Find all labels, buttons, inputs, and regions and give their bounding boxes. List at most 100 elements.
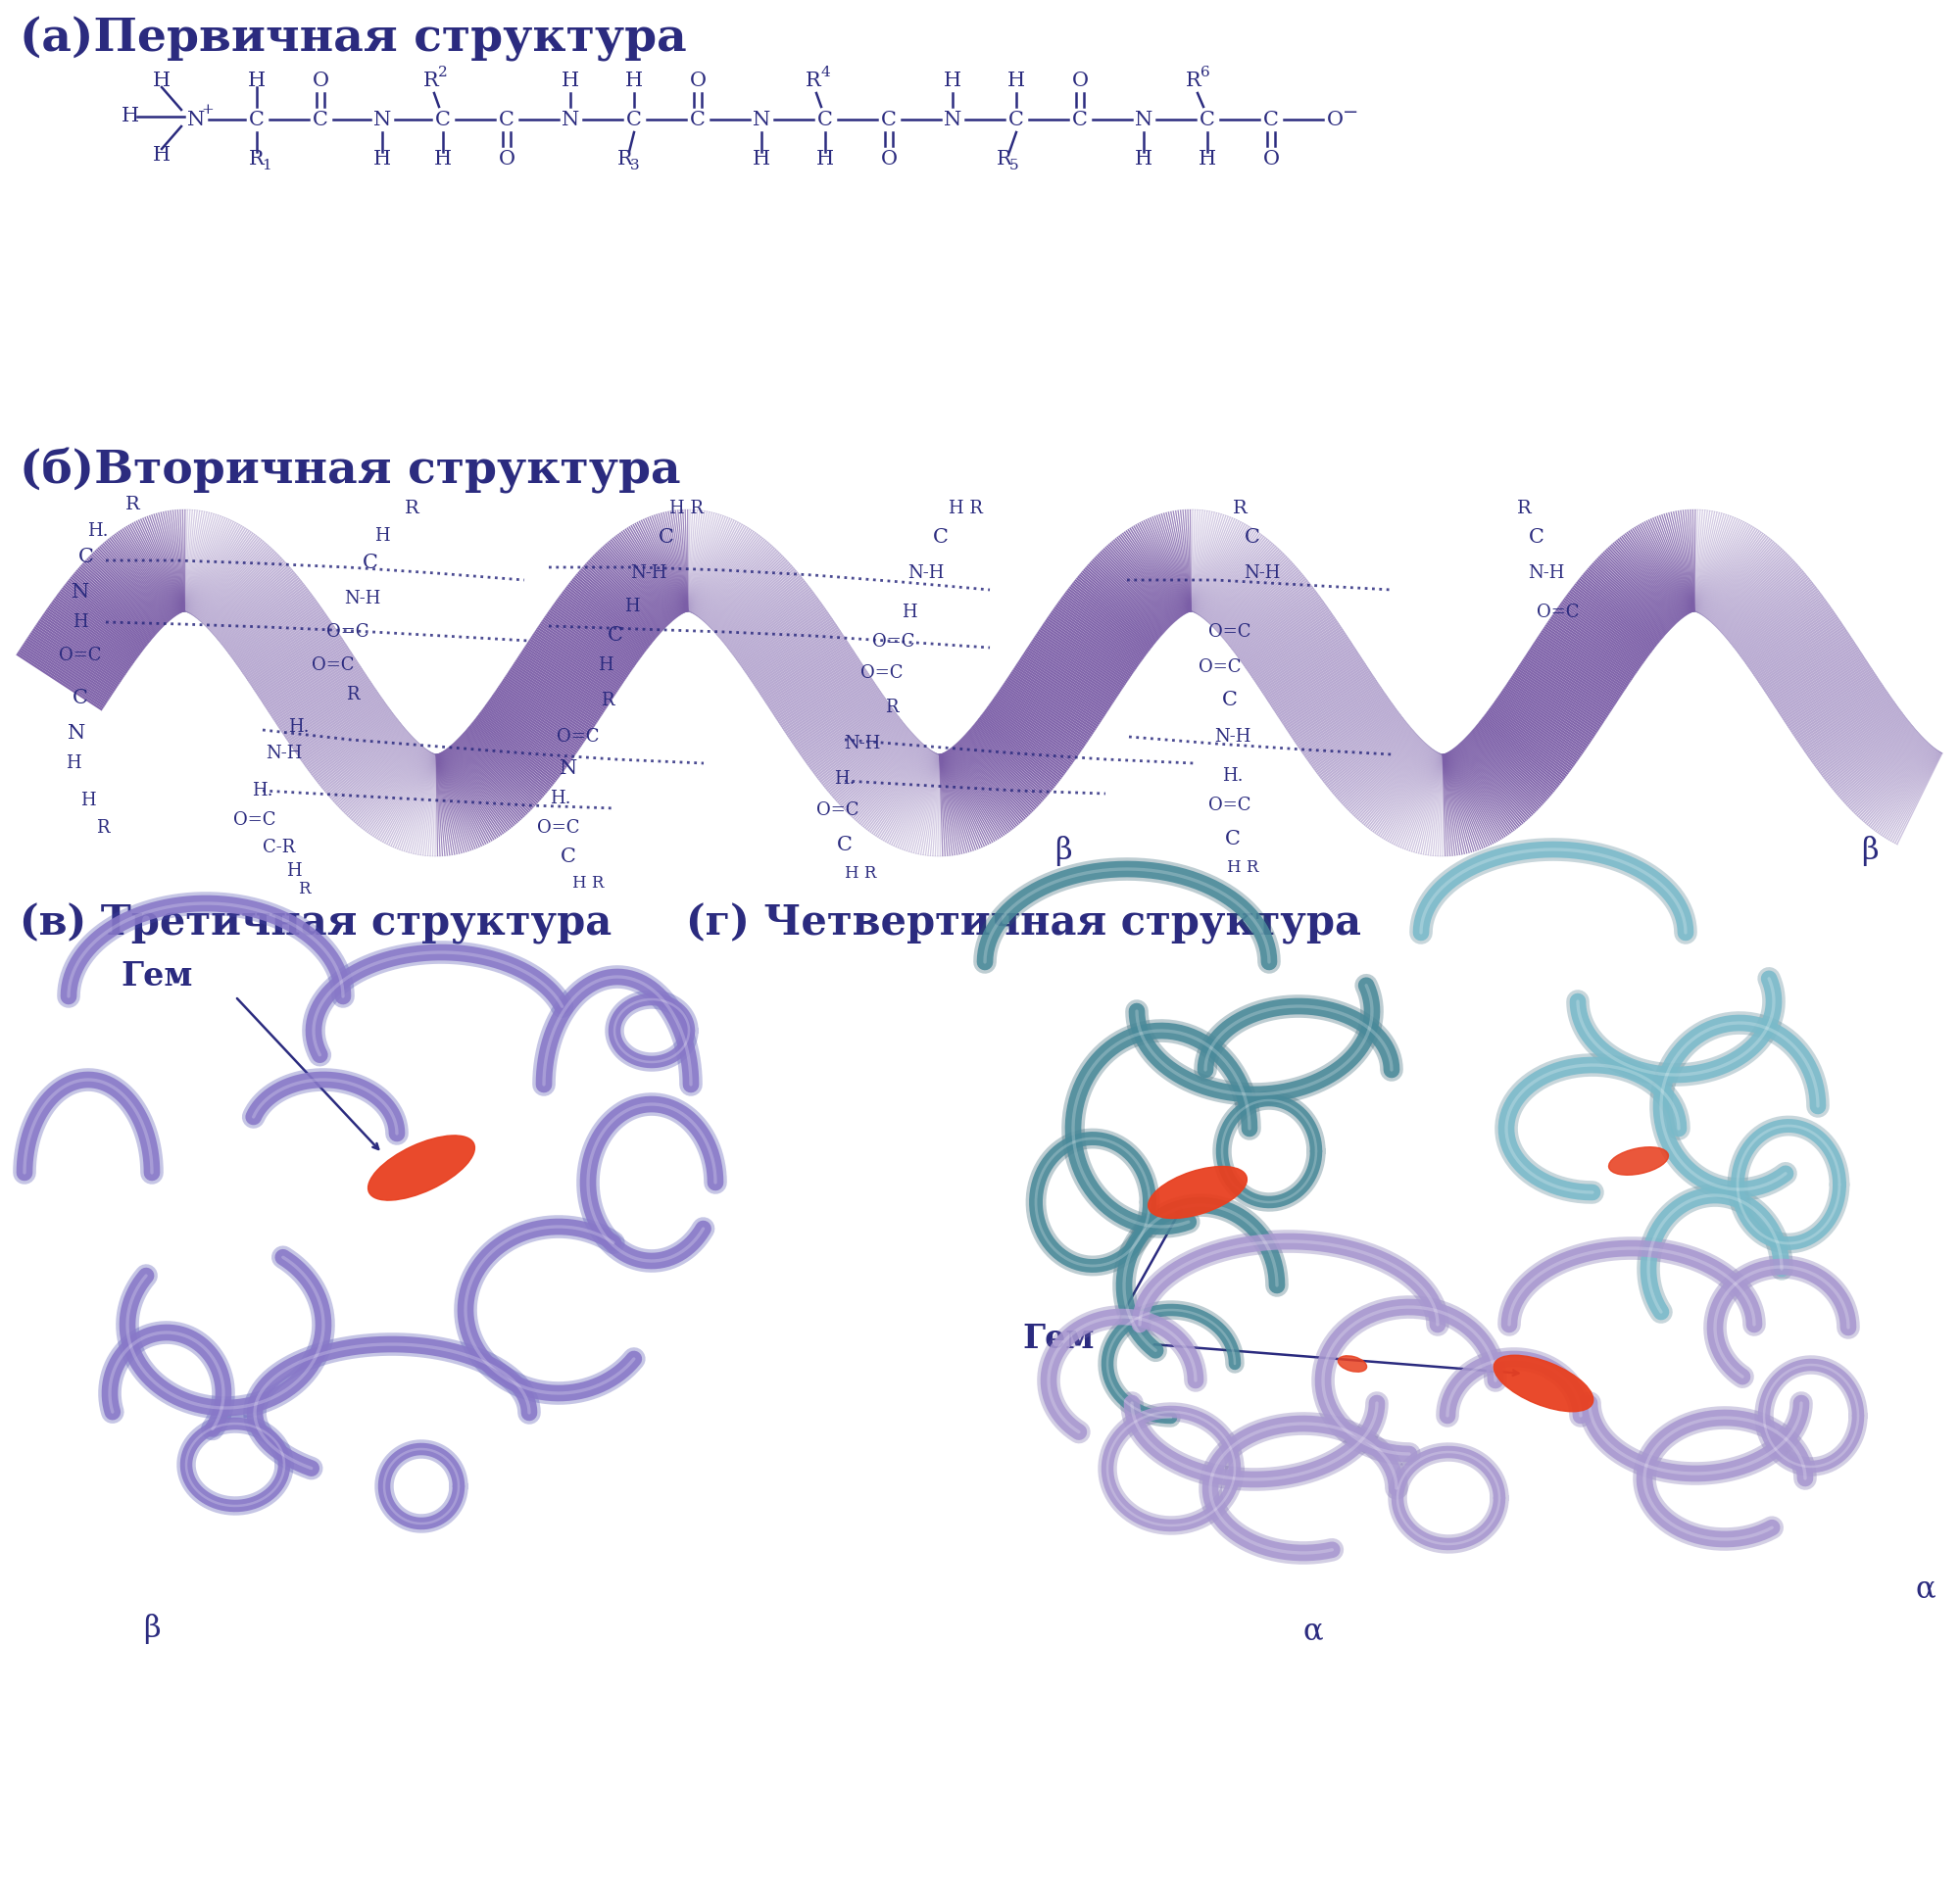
Polygon shape — [470, 723, 551, 789]
Polygon shape — [1102, 549, 1172, 625]
Polygon shape — [1756, 621, 1842, 680]
Polygon shape — [214, 568, 292, 636]
Polygon shape — [16, 653, 102, 710]
Polygon shape — [247, 621, 331, 680]
Polygon shape — [447, 748, 512, 829]
Polygon shape — [53, 600, 135, 661]
Polygon shape — [488, 700, 572, 761]
Text: O=C: O=C — [233, 812, 276, 829]
Polygon shape — [1303, 697, 1388, 757]
Text: R: R — [617, 149, 633, 168]
Polygon shape — [86, 559, 161, 629]
Polygon shape — [435, 755, 439, 857]
Polygon shape — [745, 614, 829, 672]
Polygon shape — [1443, 755, 1460, 855]
Polygon shape — [417, 755, 437, 855]
Polygon shape — [715, 566, 794, 634]
Polygon shape — [1621, 536, 1684, 617]
Polygon shape — [69, 578, 149, 644]
Polygon shape — [953, 746, 1019, 825]
Polygon shape — [408, 753, 435, 853]
Polygon shape — [727, 583, 808, 648]
Polygon shape — [1394, 753, 1441, 846]
Polygon shape — [1313, 708, 1396, 768]
Polygon shape — [1268, 646, 1354, 702]
Text: R: R — [998, 149, 1011, 168]
Polygon shape — [941, 753, 978, 850]
Polygon shape — [553, 604, 637, 665]
Polygon shape — [1503, 687, 1588, 748]
Polygon shape — [29, 632, 116, 691]
Polygon shape — [341, 738, 416, 812]
Polygon shape — [1068, 585, 1151, 649]
Polygon shape — [41, 615, 127, 674]
Polygon shape — [1364, 746, 1431, 825]
Polygon shape — [218, 574, 296, 640]
Polygon shape — [147, 515, 184, 612]
Polygon shape — [945, 751, 1000, 840]
Polygon shape — [1015, 663, 1102, 721]
Polygon shape — [1194, 517, 1233, 612]
Polygon shape — [978, 719, 1058, 784]
Polygon shape — [269, 657, 357, 716]
Polygon shape — [419, 755, 437, 855]
Polygon shape — [284, 680, 370, 738]
Polygon shape — [929, 755, 941, 855]
Polygon shape — [531, 634, 617, 693]
Polygon shape — [692, 523, 741, 614]
Polygon shape — [1192, 515, 1227, 612]
Polygon shape — [47, 608, 131, 668]
Polygon shape — [972, 725, 1053, 793]
Polygon shape — [706, 551, 778, 625]
Polygon shape — [1770, 642, 1856, 700]
Polygon shape — [1727, 574, 1807, 640]
Polygon shape — [251, 629, 337, 687]
Polygon shape — [1205, 542, 1272, 621]
Polygon shape — [478, 712, 561, 776]
Polygon shape — [882, 751, 935, 840]
Polygon shape — [1774, 649, 1860, 708]
Polygon shape — [180, 510, 184, 612]
Polygon shape — [629, 527, 682, 614]
Polygon shape — [1196, 525, 1250, 614]
Polygon shape — [839, 734, 915, 804]
Text: H.: H. — [88, 523, 108, 540]
Polygon shape — [1276, 659, 1362, 716]
Polygon shape — [1096, 555, 1170, 629]
Polygon shape — [1480, 719, 1562, 784]
Polygon shape — [1693, 510, 1711, 612]
Polygon shape — [174, 510, 184, 612]
Polygon shape — [1192, 510, 1205, 612]
Polygon shape — [74, 572, 153, 638]
Polygon shape — [545, 615, 629, 674]
Polygon shape — [1249, 614, 1335, 674]
Polygon shape — [1682, 510, 1695, 612]
Polygon shape — [1842, 733, 1919, 802]
Polygon shape — [1889, 751, 1942, 842]
Polygon shape — [674, 510, 688, 612]
Polygon shape — [1360, 744, 1429, 823]
Polygon shape — [1329, 723, 1409, 789]
Polygon shape — [782, 670, 868, 729]
Polygon shape — [1646, 521, 1691, 614]
Polygon shape — [198, 542, 267, 621]
Polygon shape — [274, 665, 361, 723]
Polygon shape — [439, 753, 480, 848]
Polygon shape — [298, 697, 382, 757]
Polygon shape — [1574, 583, 1656, 648]
Polygon shape — [118, 531, 176, 615]
Polygon shape — [512, 665, 598, 723]
Polygon shape — [1544, 625, 1631, 683]
Polygon shape — [1713, 551, 1786, 625]
Polygon shape — [1047, 615, 1133, 676]
Polygon shape — [1562, 600, 1646, 661]
Polygon shape — [1744, 602, 1829, 665]
Polygon shape — [1574, 585, 1654, 649]
Polygon shape — [1697, 523, 1746, 614]
Text: R: R — [602, 691, 613, 710]
Polygon shape — [131, 523, 180, 614]
Polygon shape — [1339, 733, 1415, 801]
Polygon shape — [949, 748, 1011, 831]
Polygon shape — [551, 608, 635, 668]
Polygon shape — [1407, 753, 1443, 850]
